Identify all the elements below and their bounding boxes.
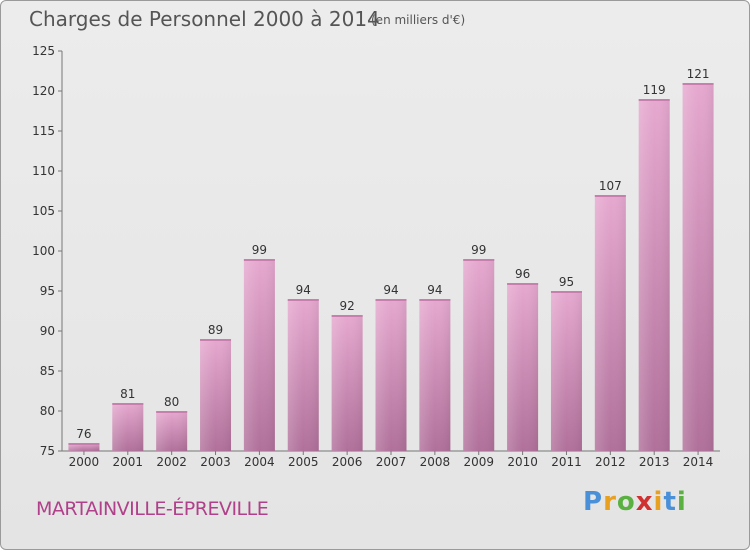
data-label: 89 [208,323,223,337]
x-tick-label: 2000 [69,455,100,469]
data-label: 92 [339,299,354,313]
bar-top-edge [682,83,714,85]
bar-shine [156,411,188,451]
y-tick-label: 115 [32,124,55,138]
bar-shine [375,299,407,451]
x-tick-label: 2001 [113,455,144,469]
x-tick-label: 2002 [156,455,187,469]
bar-shine [682,83,714,451]
bar-shine [463,259,495,451]
bar-top-edge [287,299,319,301]
bar-shine [419,299,451,451]
bar-shine [550,291,582,451]
bar-shine [594,195,626,451]
commune-name: MARTAINVILLE-ÉPREVILLE [36,498,269,520]
x-tick-label: 2008 [420,455,451,469]
bar-shine [507,283,539,451]
bar-top-edge [156,411,188,413]
bar-top-edge [375,299,407,301]
proxiti-logo: Proxiti [583,487,687,517]
y-tick-label: 100 [32,244,55,258]
bar-shine [68,443,100,451]
data-label: 76 [76,427,91,441]
data-label: 119 [643,83,666,97]
x-tick-label: 2006 [332,455,363,469]
bar-top-edge [638,99,670,101]
data-label: 80 [164,395,179,409]
x-tick-label: 2003 [200,455,231,469]
data-label: 94 [427,283,442,297]
y-tick-label: 120 [32,84,55,98]
bar-top-edge [463,259,495,261]
x-tick-label: 2004 [244,455,275,469]
bar-top-edge [419,299,451,301]
chart-title: Charges de Personnel 2000 à 2014 [29,7,380,31]
x-tick-label: 2007 [376,455,407,469]
data-label: 99 [252,243,267,257]
bar-shine [331,315,363,451]
chart-unit: (en milliers d'€) [371,13,466,27]
data-label: 81 [120,387,135,401]
x-tick-label: 2011 [551,455,582,469]
data-label: 99 [471,243,486,257]
data-label: 96 [515,267,530,281]
data-label: 94 [296,283,311,297]
bar-top-edge [550,291,582,293]
y-tick-label: 90 [40,324,55,338]
x-tick-label: 2014 [683,455,714,469]
x-tick-label: 2009 [463,455,494,469]
bar-shine [287,299,319,451]
bar-shine [638,99,670,451]
x-tick-label: 2012 [595,455,626,469]
x-tick-label: 2013 [639,455,670,469]
data-label: 94 [383,283,398,297]
y-tick-label: 75 [40,444,55,458]
data-label: 95 [559,275,574,289]
y-tick-label: 85 [40,364,55,378]
y-tick-label: 125 [32,44,55,58]
bar-top-edge [594,195,626,197]
bar-top-edge [112,403,144,405]
x-tick-label: 2010 [507,455,538,469]
data-label: 121 [687,67,710,81]
bar-top-edge [200,339,232,341]
data-label: 107 [599,179,622,193]
y-tick-label: 105 [32,204,55,218]
bar-shine [243,259,275,451]
bar-top-edge [243,259,275,261]
bar-top-edge [507,283,539,285]
x-tick-label: 2005 [288,455,319,469]
y-tick-label: 110 [32,164,55,178]
bar-shine [112,403,144,451]
y-tick-label: 95 [40,284,55,298]
bar-shine [200,339,232,451]
bar-top-edge [331,315,363,317]
bar-top-edge [68,443,100,445]
y-tick-label: 80 [40,404,55,418]
